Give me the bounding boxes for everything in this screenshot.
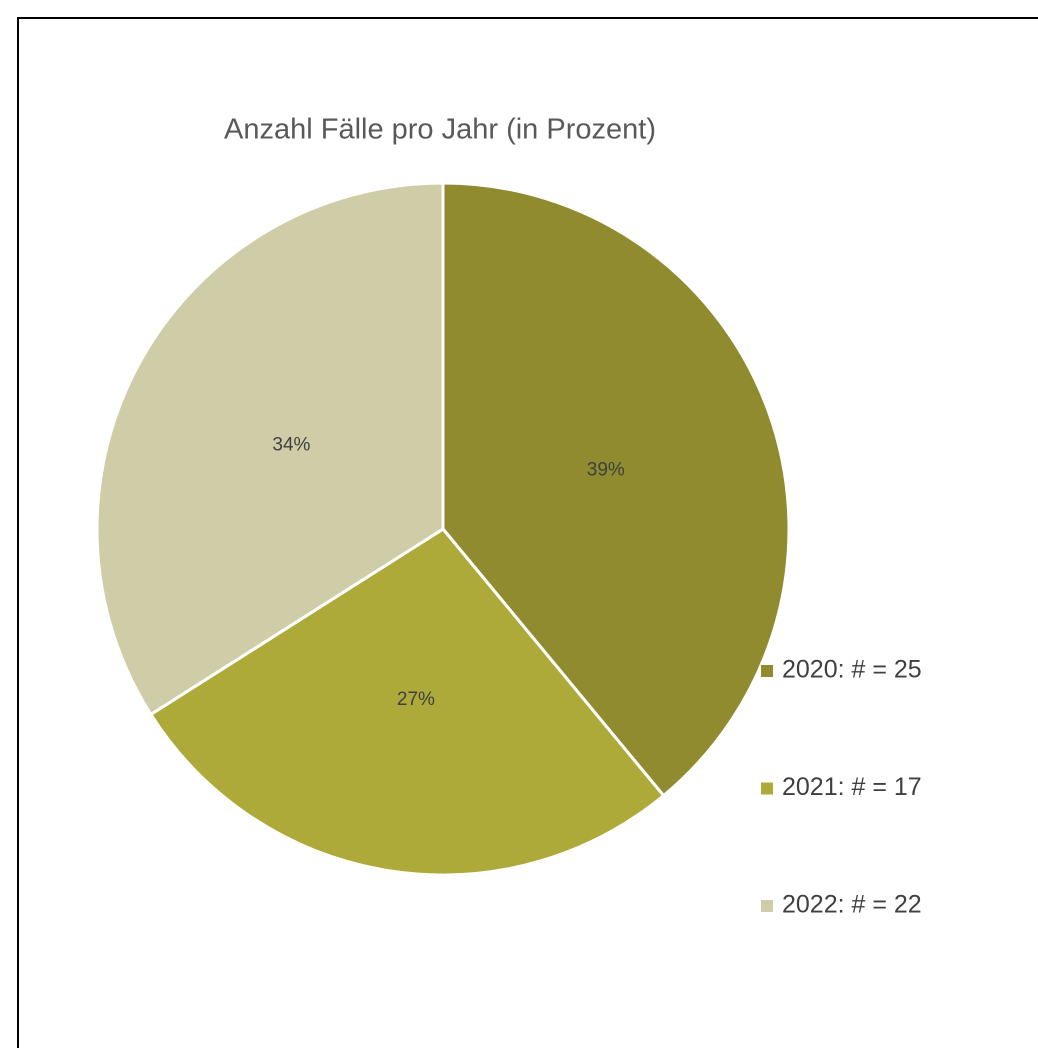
pie-slice [441, 181, 791, 798]
chart-title: Anzahl Fälle pro Jahr (in Prozent) [224, 114, 656, 146]
pie-slice [95, 181, 445, 717]
legend-label: 2022: # = 22 [782, 891, 922, 919]
data-label: 27% [397, 689, 435, 710]
pie-slice [148, 527, 666, 877]
legend-swatch [761, 665, 773, 677]
legend-label: 2020: # = 25 [782, 656, 922, 684]
legend-swatch [761, 900, 773, 912]
data-label: 34% [272, 435, 310, 456]
legend-label: 2021: # = 17 [782, 773, 922, 801]
data-label: 39% [587, 459, 625, 480]
legend-swatch [761, 782, 773, 795]
